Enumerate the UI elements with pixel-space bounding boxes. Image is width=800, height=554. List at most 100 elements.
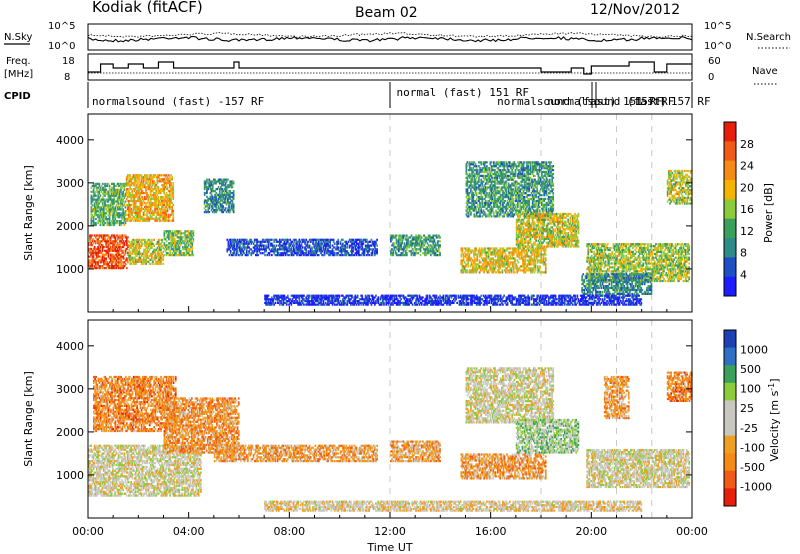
data-cell	[167, 208, 169, 210]
data-cell	[132, 241, 134, 243]
data-cell	[143, 200, 145, 202]
data-cell	[155, 196, 157, 198]
data-cell	[100, 246, 102, 248]
data-cell	[95, 263, 97, 265]
data-cell	[160, 251, 162, 253]
data-cell	[122, 210, 124, 212]
data-cell	[93, 242, 95, 244]
data-cell	[208, 179, 210, 181]
data-cell	[184, 232, 186, 234]
data-cell	[100, 242, 102, 244]
data-cell	[121, 187, 123, 189]
data-cell	[127, 176, 129, 178]
data-cell	[104, 222, 106, 224]
data-cell	[151, 255, 153, 257]
data-cell	[152, 178, 154, 180]
data-cell	[155, 184, 157, 186]
data-cell	[108, 246, 110, 248]
header: Kodiak (fitACF) Beam 02 12/Nov/2012	[92, 0, 680, 21]
data-cell	[119, 234, 121, 236]
data-cell	[149, 212, 151, 214]
data-cell	[151, 241, 153, 243]
data-cell	[147, 249, 149, 251]
data-cell	[118, 265, 120, 267]
data-cell	[128, 241, 130, 243]
data-cell	[120, 254, 122, 256]
data-cell	[113, 183, 115, 185]
data-cell	[100, 187, 102, 189]
data-cell	[148, 261, 150, 263]
data-cell	[147, 180, 149, 182]
data-cell	[162, 263, 164, 265]
station-title: Kodiak (fitACF)	[92, 0, 203, 16]
data-cell	[207, 188, 209, 190]
data-cell	[168, 218, 170, 220]
data-cell	[128, 202, 130, 204]
data-cell	[103, 256, 105, 258]
data-cell	[93, 257, 95, 259]
data-cell	[106, 220, 108, 222]
data-cell	[102, 250, 104, 252]
data-cell	[126, 248, 128, 250]
data-cell	[134, 216, 136, 218]
data-cell	[155, 192, 157, 194]
data-cell	[139, 239, 141, 241]
data-cell	[153, 214, 155, 216]
data-cell	[114, 218, 116, 220]
data-cell	[205, 184, 207, 186]
data-cell	[101, 185, 103, 187]
data-cell	[116, 210, 118, 212]
data-cell	[161, 245, 163, 247]
data-cell	[104, 206, 106, 208]
data-cell	[95, 191, 97, 193]
data-cell	[109, 193, 111, 195]
data-cell	[147, 208, 149, 210]
data-cell	[150, 184, 152, 186]
data-cell	[126, 238, 128, 240]
data-cell	[172, 230, 174, 232]
data-cell	[160, 249, 162, 251]
data-cell	[92, 214, 94, 216]
data-cell	[172, 252, 174, 254]
frequency-panel-frame	[88, 54, 692, 80]
data-cell	[169, 250, 171, 252]
data-cell	[123, 252, 125, 254]
data-cell	[115, 236, 117, 238]
data-cell	[181, 238, 183, 240]
data-cell	[99, 185, 101, 187]
data-cell	[114, 216, 116, 218]
data-cell	[155, 204, 157, 206]
data-cell	[191, 246, 193, 248]
data-cell	[101, 252, 103, 254]
data-cell	[168, 238, 170, 240]
data-cell	[141, 210, 143, 212]
cpid-annotation: normalsound (fast) -157 RF	[92, 95, 264, 108]
data-cell	[155, 190, 157, 192]
data-cell	[158, 204, 160, 206]
data-cell	[131, 190, 133, 192]
data-cell	[164, 254, 166, 256]
data-cell	[141, 174, 143, 176]
data-cell	[168, 246, 170, 248]
data-cell	[126, 210, 128, 212]
data-cell	[151, 257, 153, 259]
data-cell	[182, 236, 184, 238]
data-cell	[142, 255, 144, 257]
data-cell	[129, 216, 131, 218]
data-cell	[118, 259, 120, 261]
data-cell	[179, 248, 181, 250]
data-cell	[123, 250, 125, 252]
data-cell	[150, 208, 152, 210]
data-cell	[131, 218, 133, 220]
data-cell	[172, 192, 174, 194]
data-cell	[144, 218, 146, 220]
data-cell	[105, 267, 107, 269]
data-cell	[119, 206, 121, 208]
data-cell	[136, 194, 138, 196]
data-cell	[105, 244, 107, 246]
data-cell	[161, 174, 163, 176]
noise-tick-top-left: 10^5	[48, 21, 75, 32]
data-cell	[95, 185, 97, 187]
data-cell	[109, 218, 111, 220]
data-cell	[206, 201, 208, 203]
